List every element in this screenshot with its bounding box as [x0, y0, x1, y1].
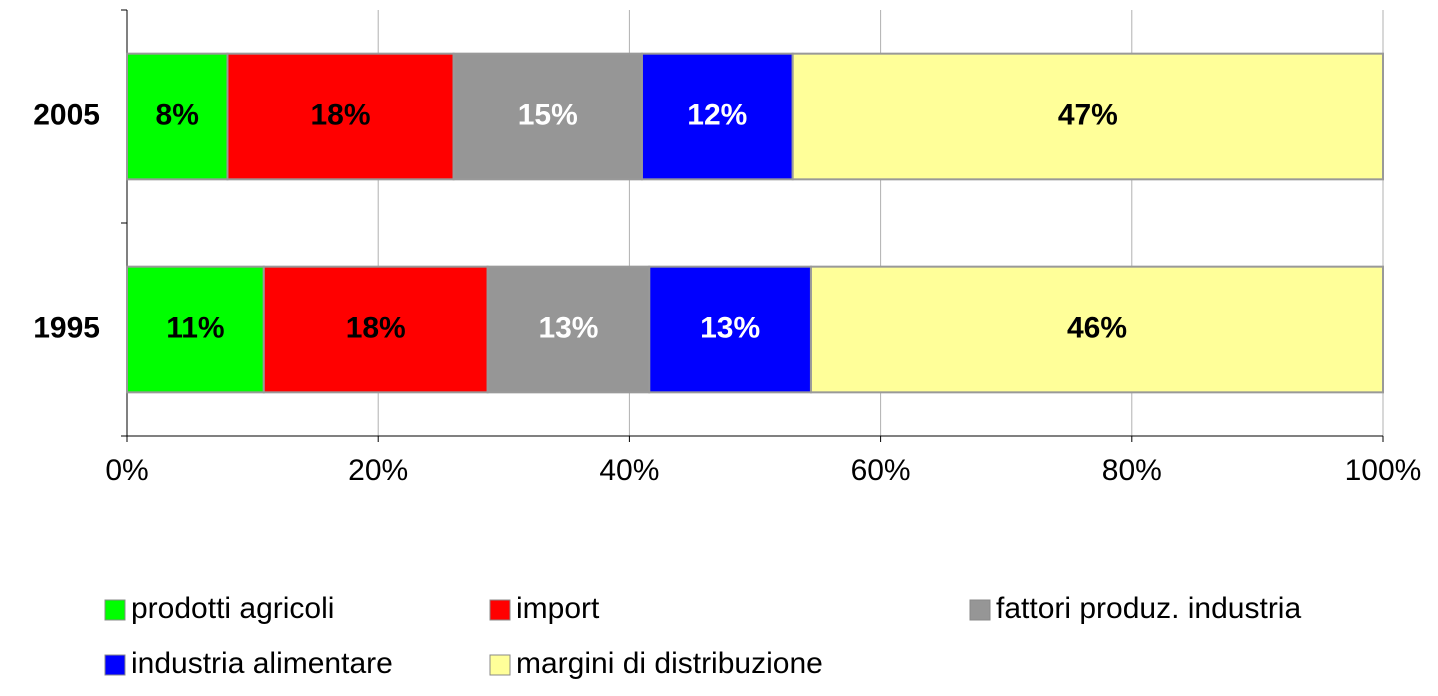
category-label: 2005	[33, 98, 100, 131]
bar-segment	[126, 265, 265, 394]
legend-swatch	[489, 599, 511, 621]
data-label: 13%	[700, 311, 760, 344]
legend-swatch	[104, 599, 126, 621]
bar-segment	[126, 52, 229, 181]
data-label: 18%	[346, 311, 406, 344]
bar-segment	[226, 52, 455, 181]
bar-segment	[791, 52, 1384, 181]
x-tick-label: 80%	[1102, 454, 1162, 487]
x-tick-label: 100%	[1345, 454, 1422, 487]
x-tick-label: 60%	[851, 454, 911, 487]
legend-label: fattori produz. industria	[996, 592, 1301, 625]
x-tick-label: 20%	[348, 454, 408, 487]
category-label: 1995	[33, 311, 100, 344]
bar-segment	[640, 52, 794, 181]
data-label: 12%	[687, 98, 747, 131]
data-label: 18%	[310, 98, 370, 131]
bar-segment	[648, 265, 812, 394]
legend-swatch	[489, 654, 511, 676]
data-label: 13%	[538, 311, 598, 344]
x-tick-label: 40%	[599, 454, 659, 487]
legend-label: import	[516, 592, 600, 625]
data-label: 46%	[1067, 311, 1127, 344]
bar-segment	[262, 265, 489, 394]
bar-segment	[486, 265, 651, 394]
data-label: 11%	[166, 311, 224, 344]
data-label: 47%	[1058, 98, 1118, 131]
legend-swatch	[104, 654, 126, 676]
bar-segment	[452, 52, 643, 181]
legend-label: prodotti agricoli	[131, 592, 334, 625]
x-tick-label: 0%	[105, 454, 148, 487]
legend-label: margini di distribuzione	[516, 647, 823, 680]
data-label: 8%	[156, 98, 199, 131]
data-label: 15%	[518, 98, 578, 131]
legend-swatch	[969, 599, 991, 621]
bar-segment	[809, 265, 1384, 394]
legend-label: industria alimentare	[131, 647, 393, 680]
